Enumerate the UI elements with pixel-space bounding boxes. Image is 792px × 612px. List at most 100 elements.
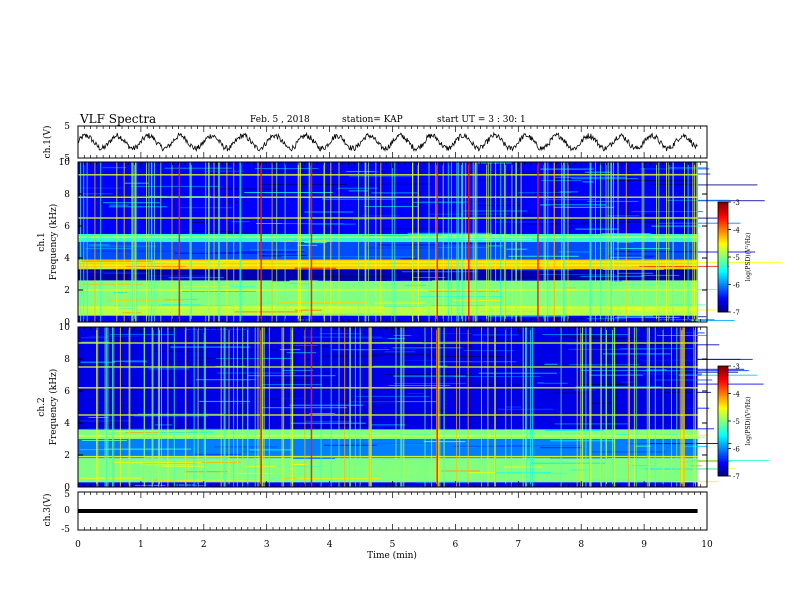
spectrogram-burst xyxy=(424,327,426,487)
spectrogram-strong-burst xyxy=(260,162,262,322)
spectrogram-texture xyxy=(618,315,654,317)
spectrogram-texture xyxy=(379,346,427,348)
ch1-ylabel: ch.1(V) xyxy=(42,126,53,159)
ytick-label: 10 xyxy=(59,323,71,333)
colorbar-tick-label: -3 xyxy=(733,199,740,207)
spectrogram-texture xyxy=(81,337,108,339)
spectrogram-texture xyxy=(272,280,290,282)
spectrogram-texture xyxy=(488,316,567,317)
spectrogram-texture xyxy=(141,195,174,196)
colorbar-cell xyxy=(718,417,728,420)
colorbar-cell xyxy=(718,235,728,238)
spectrogram-burst xyxy=(119,327,121,487)
spectrogram-texture xyxy=(145,275,211,277)
spectrogram-burst xyxy=(97,327,99,487)
spectrogram-burst xyxy=(494,327,496,487)
spectrogram-burst xyxy=(330,327,332,487)
spectrogram-burst xyxy=(656,162,657,322)
spectrogram-burst xyxy=(495,162,497,322)
spectrogram-burst xyxy=(447,162,449,322)
spectrogram-texture xyxy=(353,183,434,185)
spectrogram-burst xyxy=(338,327,340,487)
colorbar-tick-label: -3 xyxy=(733,363,740,371)
spectrogram-texture xyxy=(550,205,599,207)
spectrogram-texture xyxy=(478,372,557,374)
spectrogram-texture xyxy=(564,433,585,435)
spectrogram-texture xyxy=(621,381,634,383)
spectrogram-texture xyxy=(281,477,297,479)
spectrogram-texture xyxy=(231,415,263,417)
spectrogram-texture xyxy=(343,166,402,168)
colorbar-cell xyxy=(718,384,728,387)
colorbar-cell xyxy=(718,277,728,280)
spectrogram-texture xyxy=(596,348,610,349)
spectrogram-burst xyxy=(633,327,635,487)
spectrogram-burst xyxy=(451,162,452,322)
spectrogram-texture xyxy=(433,356,509,357)
colorbar-cell xyxy=(718,290,728,293)
spectrogram-texture xyxy=(475,179,508,181)
spectrogram-burst xyxy=(236,327,238,487)
xtick-label: 7 xyxy=(515,540,521,550)
spectrogram-burst xyxy=(132,162,134,322)
spectrogram-burst xyxy=(257,327,259,487)
colorbar-cell xyxy=(718,205,728,208)
spectrogram-burst xyxy=(233,327,235,487)
spectrogram-burst xyxy=(442,162,444,322)
spectrogram-burst xyxy=(205,162,207,322)
ch2-spectrogram-panel: 0 2 4 6 8 10 ch.2 Frequency (kHz) xyxy=(37,323,770,493)
spectrogram-texture xyxy=(433,373,457,374)
colorbar-cell xyxy=(718,308,728,311)
spectrogram-texture xyxy=(562,287,576,289)
colorbar-cell xyxy=(718,299,728,302)
spectrogram-texture xyxy=(180,207,233,209)
spectrogram-texture xyxy=(259,255,308,257)
spectrogram-burst xyxy=(481,327,482,487)
spectrogram-burst xyxy=(412,162,413,322)
ch1-spectrogram-panel: 0 2 4 6 8 10 ch.1 Frequency (kHz) xyxy=(37,158,783,328)
spectrogram-texture xyxy=(118,308,136,310)
spectrogram-texture xyxy=(531,462,605,464)
spectrogram-burst xyxy=(687,162,689,322)
spectrogram-burst xyxy=(135,162,137,322)
spectrogram-burst xyxy=(487,327,489,487)
spectrogram-texture xyxy=(144,403,233,405)
colorbar-cell xyxy=(718,249,728,252)
spectrogram-burst xyxy=(324,162,326,322)
spectrogram-texture xyxy=(588,402,612,404)
colorbar-cell xyxy=(718,286,728,289)
spectrogram-texture xyxy=(116,385,199,386)
spectrogram-burst xyxy=(123,162,125,322)
colorbar-cell xyxy=(718,386,728,389)
colorbar-cell xyxy=(718,389,728,392)
spectrogram-texture xyxy=(676,332,705,334)
spectrogram-texture xyxy=(400,258,418,260)
spectrogram-texture xyxy=(88,417,109,418)
colorbar-label: log(PSD)(V²/Hz) xyxy=(745,233,752,282)
spectrogram-texture xyxy=(142,464,192,466)
spectrogram-texture xyxy=(88,245,157,247)
ch3-waveform-panel: ch.3(V) 5 0 -5 xyxy=(42,490,708,535)
spectrogram-line xyxy=(78,261,698,263)
ch1-ytick-bottom: -5 xyxy=(61,154,70,164)
spectrogram-texture xyxy=(214,446,277,448)
spectrogram-texture xyxy=(370,406,388,408)
ch2-spectrogram-image xyxy=(78,327,770,488)
colorbar-cell xyxy=(718,444,728,447)
spectrogram-texture xyxy=(610,280,623,282)
spectrogram-burst xyxy=(467,327,469,487)
spectrogram-texture xyxy=(544,363,558,365)
spectrogram-line xyxy=(78,174,698,176)
spectrogram-texture xyxy=(128,278,185,280)
spectrogram-texture xyxy=(523,223,590,225)
spectrogram-texture xyxy=(580,276,645,277)
spectrogram-burst xyxy=(395,327,397,487)
colorbar-cell xyxy=(718,433,728,436)
spectrogram-burst xyxy=(692,162,694,322)
spectrogram-texture xyxy=(695,428,714,430)
spectrogram-texture xyxy=(683,445,707,447)
spectrogram-texture xyxy=(350,442,438,444)
colorbar-cell xyxy=(718,378,728,381)
spectrogram-line xyxy=(78,306,698,309)
colorbar-cell xyxy=(718,439,728,442)
